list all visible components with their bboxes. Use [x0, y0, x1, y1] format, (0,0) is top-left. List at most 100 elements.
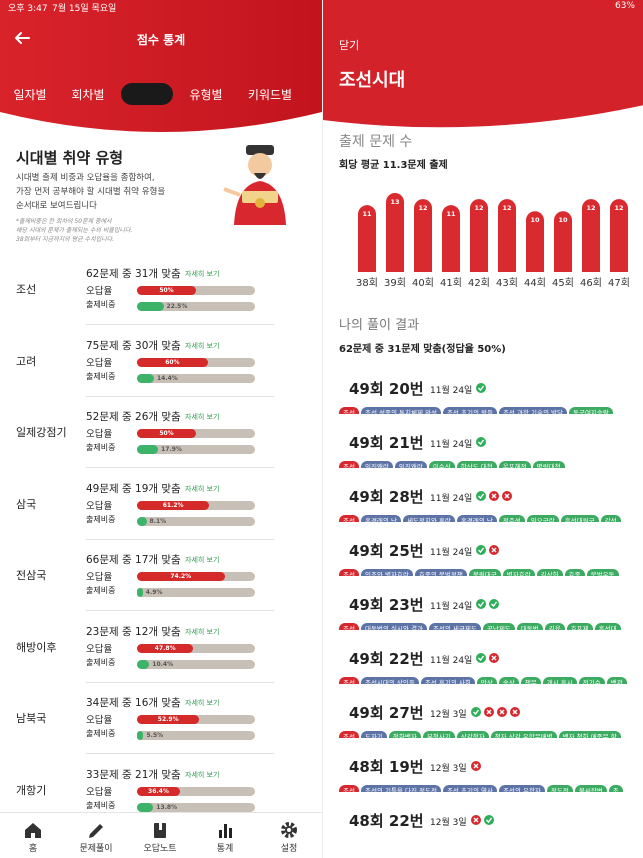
- tag[interactable]: 조선 과학 기술의 발달: [498, 407, 567, 414]
- tag[interactable]: 효종: [564, 569, 585, 576]
- tag[interactable]: 임진왜란: [360, 461, 393, 468]
- tag[interactable]: 조선: [339, 677, 359, 684]
- tab[interactable]: 키워드별: [247, 88, 293, 102]
- bar-value-label: 13: [390, 198, 399, 206]
- tag[interactable]: 조선 초기의 역사: [442, 785, 497, 792]
- tag[interactable]: 조선: [339, 515, 359, 522]
- nav-icon[interactable]: [23, 821, 43, 839]
- question-title[interactable]: 49회 27번: [349, 704, 424, 722]
- question-title[interactable]: 49회 20번: [349, 380, 424, 398]
- tag[interactable]: 효종의 북벌정책: [414, 569, 467, 576]
- tag[interactable]: 임진왜란: [394, 461, 427, 468]
- tag[interactable]: 한산도 대첩: [456, 461, 497, 468]
- nav-label[interactable]: 오답노트: [143, 844, 177, 854]
- tag[interactable]: 옥포해전: [498, 461, 531, 468]
- tag[interactable]: 조선 성종의 통치체제 완성: [360, 407, 441, 414]
- nav-label[interactable]: 통계: [216, 844, 234, 854]
- question-title[interactable]: 49회 28번: [349, 488, 424, 506]
- tab[interactable]: 회차별: [71, 88, 105, 102]
- tag[interactable]: 조선: [339, 407, 359, 414]
- tag[interactable]: 임오군란: [526, 515, 559, 522]
- share-bar: [137, 731, 144, 740]
- tag[interactable]: 조선의 세금제도: [428, 623, 481, 630]
- nav-icon[interactable]: [86, 821, 106, 839]
- tag[interactable]: 조선: [339, 785, 359, 792]
- tag[interactable]: 동국여지승람: [568, 407, 613, 414]
- tag[interactable]: 정도전: [546, 785, 573, 792]
- tag[interactable]: 송상: [498, 677, 519, 684]
- tag[interactable]: 봉림대군: [468, 569, 501, 576]
- tag[interactable]: 조: [608, 785, 623, 792]
- tag[interactable]: 개시,후시: [542, 677, 577, 684]
- nav-icon[interactable]: [279, 821, 299, 839]
- detail-link[interactable]: 자세히 보기: [185, 699, 220, 707]
- era-summary: 49문제 중 19개 맞춤: [86, 482, 181, 495]
- tab-active-pill[interactable]: [121, 83, 173, 105]
- detail-link[interactable]: 자세히 보기: [185, 556, 220, 564]
- tag[interactable]: 불씨잡변: [574, 785, 607, 792]
- description-line: 순서대로 보여드립니다: [16, 201, 97, 211]
- tag[interactable]: 김상헌: [536, 569, 563, 576]
- tag[interactable]: 조선: [339, 623, 359, 630]
- nav-icon[interactable]: [215, 821, 235, 839]
- tag[interactable]: 조선: [339, 731, 359, 738]
- close-button[interactable]: 닫기: [339, 39, 360, 52]
- tag[interactable]: 북벌운동: [586, 569, 619, 576]
- nav-label[interactable]: 설정: [280, 844, 298, 854]
- nav-label[interactable]: 문제풀이: [79, 844, 113, 854]
- question-title[interactable]: 49회 25번: [349, 542, 424, 560]
- tag[interactable]: 대동법: [516, 623, 543, 630]
- detail-link[interactable]: 자세히 보기: [185, 341, 220, 350]
- tag[interactable]: 조선의 기틀을 다진 정도전: [360, 785, 441, 792]
- question-title[interactable]: 48회 22번: [349, 812, 424, 830]
- tag[interactable]: 공납제도: [482, 623, 515, 630]
- question-title[interactable]: 49회 23번: [349, 596, 424, 614]
- tag[interactable]: 청화백자: [388, 731, 421, 738]
- tag[interactable]: 세도정치와 혼란: [402, 515, 455, 522]
- tag[interactable]: 분청사기: [422, 731, 455, 738]
- detail-link[interactable]: 자세히 보기: [185, 770, 220, 779]
- tag[interactable]: 김육: [544, 623, 565, 630]
- x-tick-label: 38회: [356, 277, 378, 289]
- wrong-icon: [489, 545, 499, 555]
- tag[interactable]: 흥선대: [594, 623, 621, 630]
- tag[interactable]: 조선 초기의 왕들: [442, 407, 497, 414]
- tag[interactable]: 홍경래의 난: [456, 515, 497, 522]
- tag[interactable]: 청자 상감 운학문매병: [490, 731, 557, 738]
- nav-label[interactable]: 홈: [28, 844, 38, 854]
- tag[interactable]: 조선 후기의 사회: [420, 677, 475, 684]
- tag[interactable]: 이순신: [428, 461, 455, 468]
- tab[interactable]: 일자별: [13, 88, 47, 102]
- tag[interactable]: 정주성: [498, 515, 525, 522]
- tag[interactable]: 만상: [476, 677, 497, 684]
- detail-link[interactable]: 자세히 보기: [185, 413, 220, 421]
- tag[interactable]: 홍경래의 난: [360, 515, 401, 522]
- bar-value-label: 10: [558, 216, 568, 224]
- detail-link[interactable]: 자세히 보기: [185, 627, 220, 636]
- detail-link[interactable]: 자세히 보기: [185, 484, 220, 493]
- question-title[interactable]: 48회 19번: [349, 758, 424, 776]
- tag[interactable]: 상감청자: [456, 731, 489, 738]
- tag[interactable]: 도자기: [360, 731, 387, 738]
- tag[interactable]: 전기수: [578, 677, 605, 684]
- wrong-label: 오답율: [86, 786, 113, 798]
- tag[interactable]: 조선의 유학자: [498, 785, 545, 792]
- tag[interactable]: 인조와 병자호란: [360, 569, 413, 576]
- tag[interactable]: 대동법의 실시와 결과: [360, 623, 427, 630]
- tag[interactable]: 명량대첩: [532, 461, 565, 468]
- tag[interactable]: 흥선대원군: [560, 515, 599, 522]
- tag[interactable]: 병자호란: [502, 569, 535, 576]
- tag[interactable]: 강선: [600, 515, 621, 522]
- tag[interactable]: 책문: [520, 677, 541, 684]
- nav-icon[interactable]: [150, 821, 170, 839]
- detail-link[interactable]: 자세히 보기: [185, 270, 220, 278]
- tag[interactable]: 호포제: [566, 623, 593, 630]
- tag[interactable]: 조선: [339, 461, 359, 468]
- tag[interactable]: 백관: [606, 677, 627, 684]
- question-title[interactable]: 49회 21번: [349, 434, 424, 452]
- tag[interactable]: 조선: [339, 569, 359, 576]
- tag[interactable]: 백자 청화 매죽문 항: [558, 731, 621, 738]
- question-title[interactable]: 49회 22번: [349, 650, 424, 668]
- tab[interactable]: 유형별: [189, 88, 223, 102]
- tag[interactable]: 조선시대의 상인들: [360, 677, 419, 684]
